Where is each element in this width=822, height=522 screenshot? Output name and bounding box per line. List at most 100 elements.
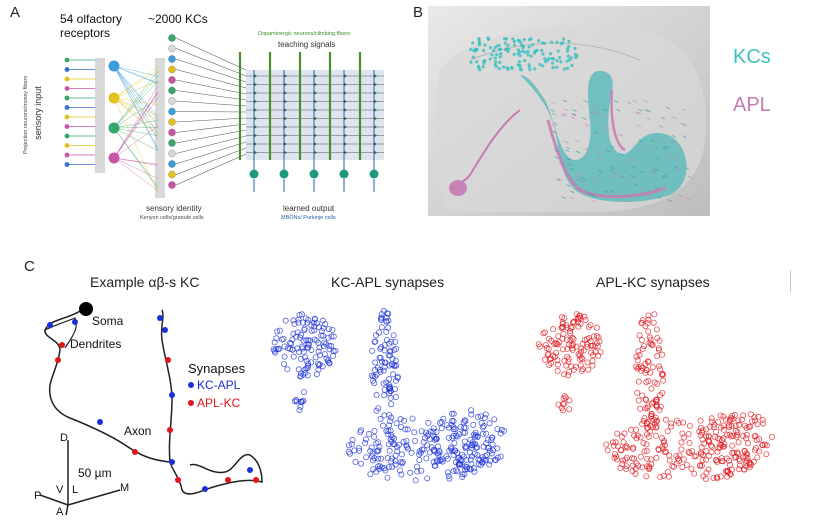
- apl-kc-synapse: [641, 415, 648, 422]
- kc-apl-synapse: [311, 316, 318, 323]
- fiber-stroke: [654, 156, 660, 160]
- kc-apl-synapse: [385, 464, 392, 471]
- kc-apl-synapse: [473, 444, 480, 451]
- fiber-stroke: [564, 149, 570, 152]
- apl-kc-synapse: [756, 448, 763, 455]
- fiber-stroke: [650, 139, 656, 143]
- apl-kc-synapse: [727, 414, 734, 421]
- kc-apl-synapse: [494, 426, 501, 433]
- apl-kc-synapse: [705, 466, 712, 473]
- apl-kc-synapse: [647, 340, 654, 347]
- kc-soma-dot: [566, 47, 570, 51]
- kc-apl-synapse: [392, 357, 399, 364]
- kc-soma-dot: [547, 56, 551, 61]
- fiber-stroke: [681, 108, 687, 112]
- fiber-stroke: [572, 113, 577, 116]
- pn-fiber: [113, 65, 159, 84]
- kc-apl-synapse: [297, 355, 304, 362]
- apl-kc-synapse: [645, 328, 652, 335]
- apl-kc-synapse: [763, 442, 770, 449]
- kc-apl-synapse: [391, 385, 398, 392]
- kc-apl-synapse: [488, 450, 495, 457]
- kc-apl-synapse: [424, 442, 431, 449]
- apl-kc-synapse: [614, 456, 621, 463]
- fiber-stroke: [561, 114, 566, 117]
- synapse-marker: [374, 116, 377, 121]
- kc-apl-synapse: [397, 423, 404, 430]
- kc-apl-synapse: [477, 413, 484, 420]
- kc-apl-synapse: [396, 441, 403, 448]
- kc-apl-synapse: [376, 329, 383, 336]
- kc-apl-synapse: [276, 345, 283, 352]
- kc-apl-synapse: [403, 437, 410, 444]
- kc-apl-synapse: [462, 418, 469, 425]
- fiber-stroke: [567, 163, 572, 167]
- pn-fiber: [113, 80, 159, 129]
- kc-apl-synapse: [311, 327, 318, 334]
- kc-soma-dot: [557, 56, 562, 60]
- apl-kc-synapse: [649, 364, 656, 371]
- fiber-stroke: [659, 125, 664, 128]
- apl-lobe-trace: [546, 119, 666, 198]
- apl-kc-synapse: [642, 396, 649, 403]
- kc-apl-synapse: [435, 451, 442, 458]
- synapse-marker: [254, 91, 257, 95]
- axis-l-label: L: [72, 484, 79, 496]
- kc-apl-synapse: [378, 464, 385, 471]
- apl-kc-synapse: [651, 311, 658, 318]
- apl-kc-synapse: [697, 424, 704, 431]
- kc-apl-synapse: [446, 475, 453, 482]
- kc-apl-synapse: [273, 346, 280, 353]
- apl-kc-synapse: [561, 393, 568, 400]
- kc-soma-dot: [550, 40, 554, 44]
- apl-kc-synapse: [738, 416, 745, 423]
- kc-apl-synapse: [305, 341, 312, 348]
- apl-kc-synapse: [650, 319, 657, 326]
- kc-apl-synapse: [440, 415, 447, 422]
- apl-kc-synapse: [614, 443, 621, 450]
- kc-apl-synapse: [325, 334, 332, 341]
- kc-apl-synapse: [315, 362, 322, 369]
- apl-kc-synapse: [609, 439, 616, 446]
- apl-kc-synapse: [666, 457, 673, 464]
- apl-kc-synapse: [703, 426, 710, 433]
- kc-apl-synapse: [451, 447, 458, 454]
- fiber-stroke: [670, 156, 675, 160]
- kc-apl-synapse: [320, 325, 327, 332]
- apl-kc-synapse: [638, 367, 645, 374]
- title-example-kc: Example αβ-s KC: [90, 274, 200, 290]
- kc-apl-synapse: [388, 401, 395, 408]
- receptor-neuron: [64, 105, 70, 110]
- kc-apl-synapse: [385, 317, 392, 324]
- apl-kc-synapse: [726, 417, 733, 424]
- kc-soma-dot: [533, 67, 537, 71]
- kc-soma-dot: [498, 60, 502, 65]
- apl-kc-synapse: [559, 319, 566, 326]
- fiber-stroke: [569, 167, 575, 171]
- kc-apl-synapse: [489, 441, 496, 448]
- trace-synapse: [225, 477, 231, 483]
- fiber-stroke: [634, 183, 639, 187]
- kc-soma-dot: [523, 58, 527, 63]
- kc-soma-dot: [542, 41, 547, 45]
- kc-apl-synapse: [357, 429, 364, 436]
- pn-fiber: [113, 119, 159, 129]
- kc-apl-synapse: [290, 317, 297, 324]
- fiber-stroke: [595, 150, 601, 154]
- kc-soma-dot: [494, 60, 498, 64]
- kc-apl-synapse: [482, 453, 489, 460]
- kc-apl-synapse: [412, 477, 419, 484]
- panel-a-letter: A: [10, 4, 21, 21]
- kc-apl-synapse: [369, 450, 376, 457]
- apl-kc-synapse: [755, 413, 762, 420]
- apl-kc-synapse: [669, 463, 676, 470]
- apl-kc-synapse: [717, 473, 724, 480]
- pn-connections: [108, 60, 159, 194]
- fiber-stroke: [646, 117, 651, 121]
- apl-kc-synapse: [640, 343, 647, 350]
- apl-kc-synapse: [648, 385, 655, 392]
- kc-axon: [175, 48, 247, 77]
- fiber-stroke: [572, 109, 577, 112]
- apl-kc-synapse: [587, 338, 594, 345]
